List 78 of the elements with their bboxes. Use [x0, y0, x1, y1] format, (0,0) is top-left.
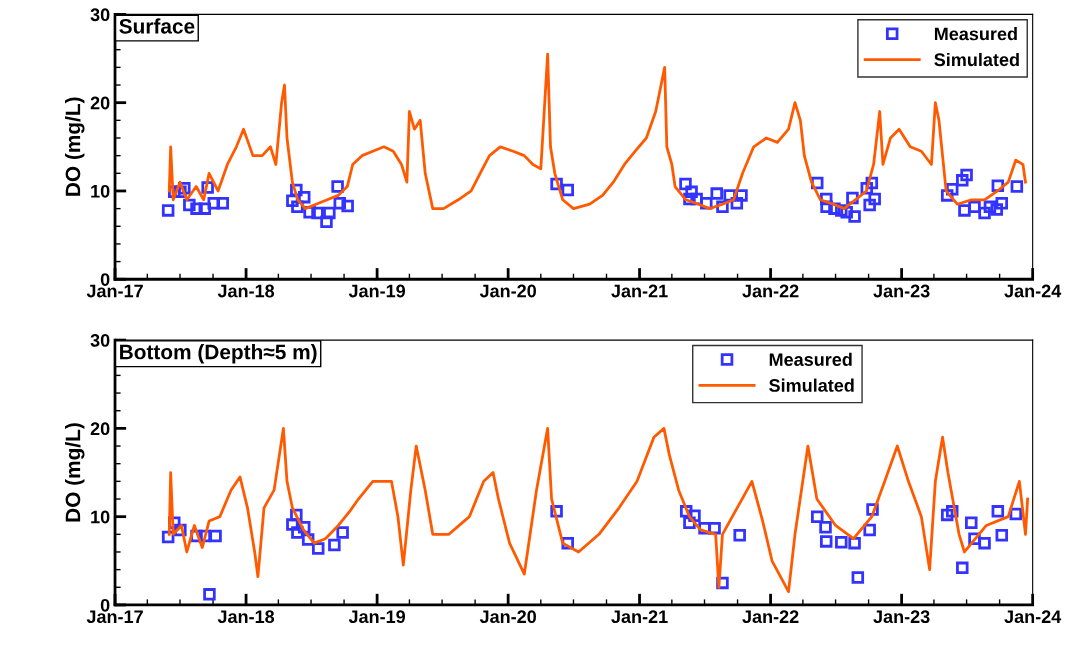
x-tick-label: Jan-24 [1004, 284, 1062, 298]
point [851, 571, 865, 584]
point [995, 197, 1009, 210]
point [333, 197, 347, 210]
y-axis-title: DO (mg/L) [65, 423, 85, 522]
point [161, 204, 175, 217]
point [336, 526, 349, 539]
x-tick-label: Jan-20 [479, 284, 537, 298]
point [561, 183, 574, 197]
point [819, 535, 833, 548]
x-tick-label: Jan-24 [1004, 610, 1062, 624]
x-tick-label: Jan-19 [348, 610, 406, 624]
point [863, 198, 876, 212]
legend-label: Measured [769, 352, 852, 366]
point [940, 508, 954, 522]
y-tick-label: 20 [90, 422, 110, 436]
y-axis-title: DO (mg/L) [65, 97, 85, 196]
point [679, 177, 692, 191]
point [978, 536, 991, 550]
point [1010, 180, 1024, 193]
point [991, 505, 1005, 518]
point [848, 536, 861, 550]
point [710, 187, 723, 200]
y-tick-label: 10 [91, 510, 110, 524]
chart-title: Bottom (Depth≈5 m) [120, 344, 317, 364]
y-tick-label: 0 [100, 273, 110, 286]
x-tick-label: Jan-17 [86, 610, 143, 624]
x-tick-label: Jan-23 [873, 610, 930, 624]
y-tick-label: 10 [91, 184, 110, 198]
point [811, 510, 824, 523]
y-tick-label: 20 [90, 96, 110, 110]
x-tick-label: Jan-21 [611, 284, 668, 298]
point [960, 168, 973, 182]
point [968, 200, 981, 214]
point [286, 518, 299, 531]
x-tick-label: Jan-17 [86, 284, 143, 298]
x-tick-label: Jan-19 [348, 284, 406, 298]
point [216, 197, 229, 210]
chart-title: Surface [119, 18, 195, 34]
x-tick-label: Jan-23 [873, 284, 930, 298]
point [183, 198, 196, 212]
y-tick-label: 30 [90, 8, 110, 22]
x-tick-label: Jan-18 [217, 610, 275, 624]
point [995, 528, 1009, 542]
point [203, 588, 216, 601]
point [320, 215, 333, 229]
point [868, 192, 881, 206]
y-tick-label: 0 [100, 598, 110, 612]
point [990, 203, 1003, 216]
point [328, 538, 341, 552]
point [190, 202, 203, 215]
point [835, 536, 848, 549]
x-tick-label: Jan-22 [742, 284, 799, 298]
point [848, 210, 861, 223]
point [978, 206, 991, 220]
point [958, 204, 971, 217]
point [198, 202, 212, 215]
point [983, 200, 997, 214]
point [819, 521, 832, 534]
point [341, 199, 354, 213]
point [207, 197, 220, 210]
point [685, 185, 698, 199]
point [956, 174, 969, 187]
y-tick-label: 30 [90, 334, 110, 347]
legend-label: Simulated [769, 378, 854, 392]
point [209, 529, 222, 543]
point [311, 206, 324, 220]
x-tick-label: Jan-18 [217, 284, 275, 298]
x-tick-label: Jan-20 [479, 610, 537, 624]
x-tick-label: Jan-21 [611, 610, 668, 624]
point [965, 516, 978, 530]
point [733, 528, 746, 542]
point [323, 206, 336, 220]
point [311, 542, 325, 555]
legend-label: Measured [934, 27, 1017, 41]
x-tick-label: Jan-22 [742, 610, 799, 624]
legend-label: Simulated [934, 52, 1019, 67]
point [956, 561, 969, 575]
